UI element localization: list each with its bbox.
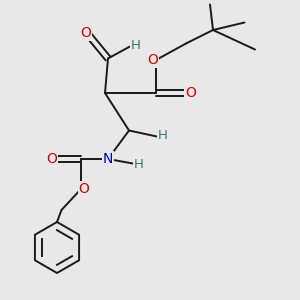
Text: H: H — [158, 129, 168, 142]
Text: H: H — [131, 39, 141, 52]
Text: O: O — [46, 152, 57, 166]
Text: O: O — [80, 26, 91, 40]
Text: N: N — [103, 152, 113, 166]
Text: H: H — [134, 158, 144, 171]
Text: O: O — [185, 86, 196, 100]
Text: O: O — [147, 53, 158, 67]
Text: O: O — [79, 182, 89, 196]
